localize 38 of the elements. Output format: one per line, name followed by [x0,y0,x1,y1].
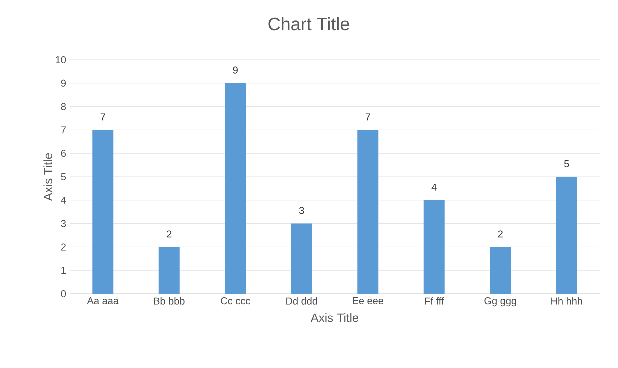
y-axis-title: Axis Title [44,153,52,202]
bar [291,224,312,294]
x-tick-label: Ff fff [425,298,444,305]
bar [158,247,180,294]
data-label: 5 [564,160,570,168]
x-tick-label: Bb bbb [154,298,185,305]
bar [225,83,246,294]
bar [358,130,379,294]
y-tick-label: 7 [61,126,66,134]
x-tick-label: Gg ggg [484,298,516,307]
y-tick-label: 4 [61,196,66,204]
data-label: 7 [100,114,106,121]
data-label: 4 [432,184,437,191]
y-tick-label: 2 [61,244,66,251]
chart-title: Chart Title [268,17,350,31]
data-label: 3 [299,207,304,214]
x-tick-label: Ee eee [353,298,384,305]
bar [92,130,114,294]
x-tick-label: Aa aaa [87,298,119,305]
y-tick-label: 0 [61,290,66,298]
x-tick-label: Dd ddd [286,298,318,305]
data-label: 2 [167,230,172,238]
y-tick-label: 5 [61,174,66,180]
x-tick-label: Hh hhh [552,298,582,305]
bar [556,177,578,294]
data-label: 7 [366,114,370,121]
bar [490,247,512,294]
y-tick-label: 6 [61,150,66,158]
y-tick-label: 10 [56,56,66,64]
x-axis-title: Axis Title [310,313,359,322]
data-label: 9 [233,66,238,74]
data-label: 2 [498,230,503,238]
x-tick-label: Cc ccc [221,298,250,305]
bar [424,200,445,294]
y-tick-label: 1 [62,267,66,274]
y-tick-label: 8 [61,103,66,110]
y-tick-label: 9 [61,80,66,87]
y-tick-label: 3 [61,220,66,228]
